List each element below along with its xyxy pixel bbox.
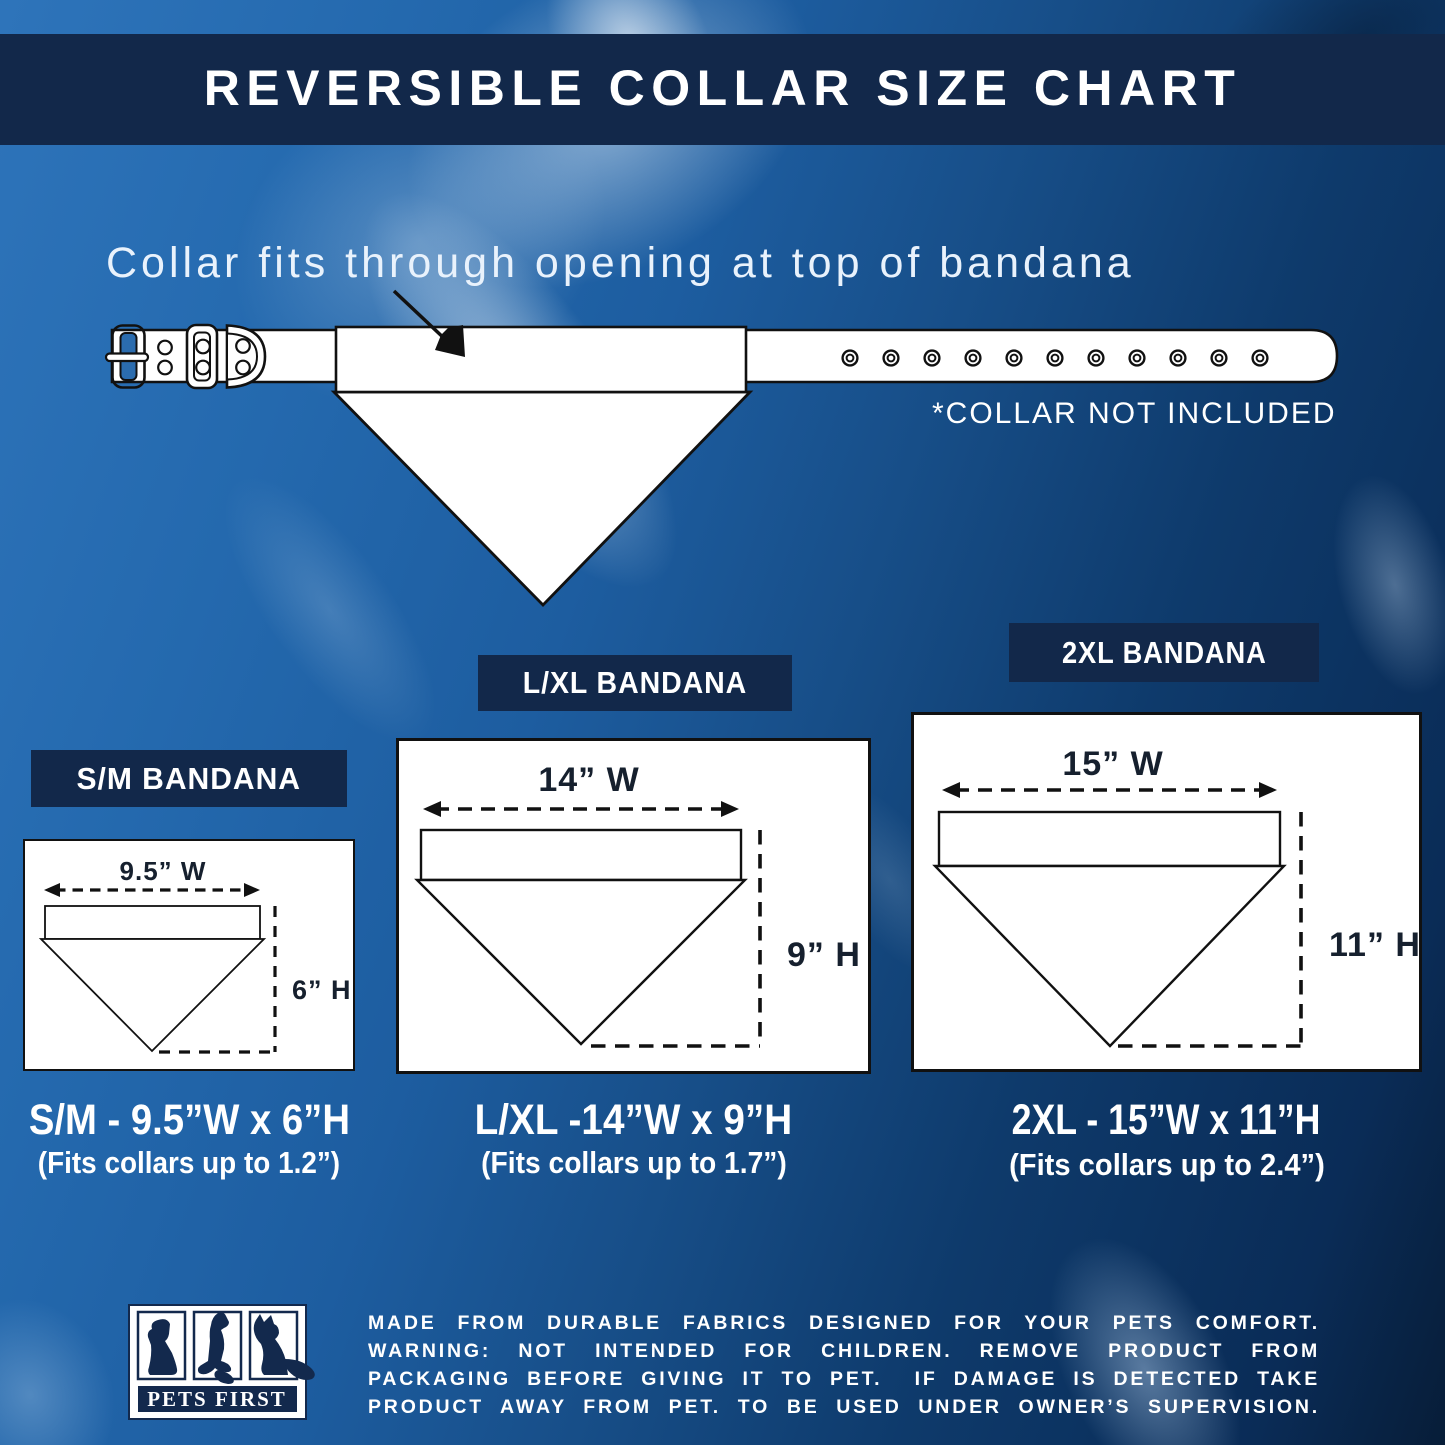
svg-text:15” W: 15” W bbox=[1062, 745, 1163, 783]
svg-text:14” W: 14” W bbox=[538, 761, 639, 799]
svg-text:9” H: 9” H bbox=[787, 936, 861, 974]
svg-text:6” H: 6” H bbox=[292, 975, 352, 1005]
svg-text:11” H: 11” H bbox=[1329, 926, 1419, 964]
svg-text:PETS FIRST: PETS FIRST bbox=[147, 1387, 287, 1411]
svg-text:9.5” W: 9.5” W bbox=[120, 856, 207, 886]
